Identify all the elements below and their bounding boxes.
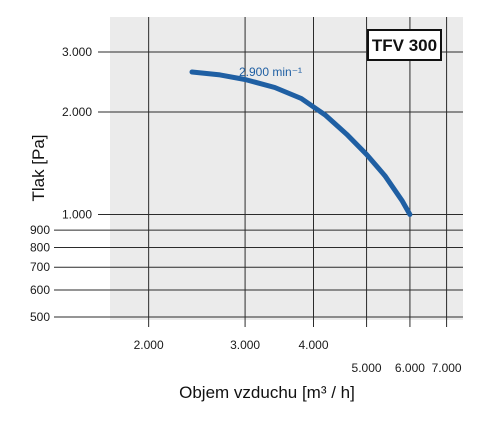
model-badge-label: TFV 300 [372, 36, 437, 55]
y-tick-label: 900 [30, 223, 50, 237]
y-tick-label: 800 [30, 240, 50, 254]
y-tick-label: 700 [30, 260, 50, 274]
grid-horizontal [54, 51, 463, 318]
x-tick-label: 7.000 [432, 361, 462, 375]
grid-vertical [148, 17, 448, 327]
series-layer: 2.900 min⁻¹ [189, 65, 413, 217]
x-tick-labels: 2.000 3.000 4.000 5.000 6.000 7.000 [134, 338, 462, 375]
x-tick-label: 2.000 [134, 338, 164, 352]
x-tick-label: 6.000 [395, 361, 425, 375]
y-tick-label: 3.000 [62, 45, 92, 59]
plot-area [110, 17, 463, 320]
x-axis-title: Objem vzduchu [m³ / h] [179, 383, 355, 402]
y-tick-label: 1.000 [62, 207, 92, 221]
model-badge: TFV 300 [367, 29, 442, 61]
y-tick-label: 2.000 [62, 105, 92, 119]
x-tick-label: 4.000 [298, 338, 328, 352]
x-tick-label: 3.000 [230, 338, 260, 352]
y-tick-label: 500 [30, 310, 50, 324]
y-axis-title: Tlak [Pa] [29, 134, 48, 201]
curve-2900-rpm [189, 69, 413, 217]
curve-label: 2.900 min⁻¹ [239, 65, 302, 79]
y-tick-label: 600 [30, 283, 50, 297]
x-tick-label: 5.000 [352, 361, 382, 375]
y-tick-labels: 500 600 700 800 900 1.000 2.000 3.000 [30, 45, 92, 324]
